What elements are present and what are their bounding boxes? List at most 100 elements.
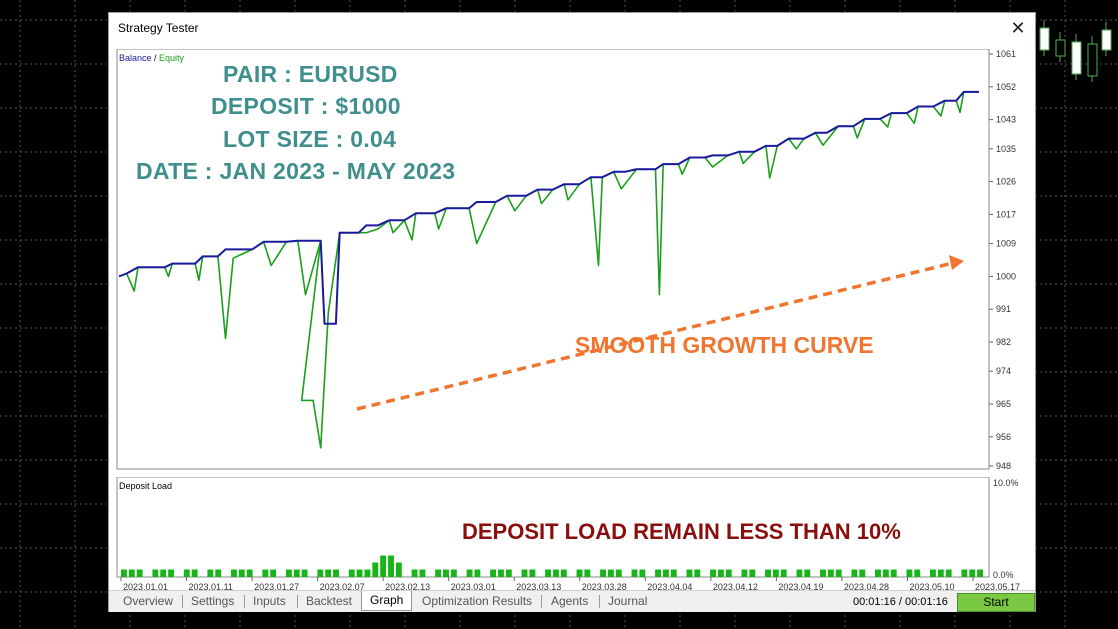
tab-backtest[interactable]: Backtest: [306, 594, 353, 608]
balance-equity-chart: 1061 1052 1043 1035 1026 1017 1009 1000 991 982 97…: [115, 48, 1029, 473]
y-tick-label: 1035: [996, 144, 1016, 154]
load-bar: [128, 569, 135, 577]
load-bar: [333, 569, 339, 577]
balance-equity-svg: 1061 1052 1043 1035 1026 1017 1009 1000 991 982 97…: [116, 48, 1016, 471]
load-bar: [136, 569, 143, 577]
load-bar: [655, 569, 661, 577]
load-bar: [710, 569, 716, 577]
load-bar: [686, 569, 693, 577]
candle-body: [1071, 41, 1082, 75]
tab-journal[interactable]: Journal: [608, 594, 648, 608]
load-bar: [325, 569, 332, 577]
load-bar: [615, 569, 622, 577]
candle-body: [1039, 27, 1050, 51]
growth-arrow-head: [949, 255, 964, 270]
load-bar: [207, 569, 214, 577]
load-bar: [875, 569, 881, 577]
plot-area: [116, 48, 990, 470]
y-tick-label: 991: [996, 304, 1011, 314]
y-tick-label: 1043: [996, 115, 1016, 125]
x-tick-label: 2023.03.28: [582, 582, 627, 592]
title-bar: Strategy Tester ✕: [109, 13, 1035, 43]
x-tick-label: 2023.01.27: [254, 582, 299, 592]
load-bar: [183, 569, 190, 577]
load-bar: [914, 569, 921, 577]
load-bar: [607, 569, 614, 577]
tab-overview[interactable]: Overview: [123, 594, 174, 608]
load-bar: [772, 569, 779, 577]
load-bar: [890, 569, 897, 577]
load-bar: [584, 569, 591, 577]
load-bar: [215, 569, 222, 577]
x-tick-label: 2023.02.13: [385, 582, 430, 592]
load-bar: [804, 569, 811, 577]
y-tick-label: 1026: [996, 177, 1016, 187]
x-tick-label: 2023.04.19: [778, 582, 823, 592]
load-bar: [435, 569, 442, 577]
tab-optimization-results[interactable]: Optimization Results: [422, 594, 533, 608]
load-bar: [717, 569, 724, 577]
deposit-annotation: DEPOSIT : $1000: [211, 93, 401, 119]
load-bar: [498, 569, 504, 577]
load-bar: [348, 569, 355, 577]
load-bar: [741, 569, 748, 577]
candle-body: [1087, 43, 1098, 77]
load-bar: [560, 569, 567, 577]
load-bar: [521, 569, 528, 577]
start-button[interactable]: Start: [957, 593, 1035, 612]
load-bar: [474, 569, 481, 577]
load-bar: [662, 569, 669, 577]
chart-legend: Balance / Equity: [119, 53, 184, 63]
load-bar: [388, 555, 394, 577]
elapsed-timer: 00:01:16 / 00:01:16: [853, 596, 948, 608]
pair-annotation: PAIR : EURUSD: [223, 61, 398, 87]
tab-separator: [182, 595, 183, 608]
deposit-load-svg: 10.0% 0.0% 2023.01.01 2023.01.11 2023.01.27 2…: [116, 476, 1020, 592]
load-bar: [765, 569, 771, 577]
load-bar: [364, 569, 371, 577]
y-tick-label: 1000: [996, 271, 1016, 281]
load-bar: [317, 569, 324, 577]
tab-separator: [599, 595, 600, 608]
x-tick-label: 2023.02.07: [320, 582, 365, 592]
load-bar: [827, 569, 834, 577]
load-bar: [945, 569, 952, 577]
growth-arrow-line: [356, 261, 954, 411]
tab-graph[interactable]: Graph: [361, 591, 413, 611]
tab-settings[interactable]: Settings: [191, 594, 235, 608]
deposit-load-chart: 10.0% 0.0% 2023.01.01 2023.01.11 2023.01.27 2…: [115, 476, 1029, 595]
load-bar: [450, 569, 457, 577]
x-tick-label: 2023.05.10: [909, 582, 954, 592]
load-bar: [600, 569, 607, 577]
load-bar: [796, 569, 803, 577]
close-icon[interactable]: ✕: [1010, 18, 1026, 38]
load-bar: [270, 569, 277, 577]
tab-agents[interactable]: Agents: [551, 594, 589, 608]
load-bar: [969, 569, 976, 577]
load-bar: [246, 569, 253, 577]
x-tick-label: 2023.04.12: [713, 582, 758, 592]
deposit-load-annotation: DEPOSIT LOAD REMAIN LESS THAN 10%: [462, 519, 901, 544]
window-title: Strategy Tester: [118, 21, 199, 35]
y-tick-label: 1061: [996, 49, 1016, 59]
load-bar: [851, 569, 858, 577]
load-bar: [285, 569, 292, 577]
load-bar: [749, 569, 756, 577]
load-bar: [859, 569, 866, 577]
y-tick-label: 1017: [996, 209, 1016, 219]
load-bar: [380, 555, 387, 577]
load-bar: [529, 569, 536, 577]
load-bar: [262, 569, 269, 577]
y-tick-label: 965: [996, 399, 1011, 409]
series-balance-line: [118, 90, 979, 325]
tab-inputs[interactable]: Inputs: [253, 594, 286, 608]
smooth-growth-annotation: SMOOTH GROWTH CURVE: [575, 332, 874, 358]
lot-size-annotation: LOT SIZE : 0.04: [223, 126, 397, 152]
x-tick-label: 2023.01.01: [123, 582, 168, 592]
load-bar: [977, 569, 984, 577]
load-y-top-label: 10.0%: [993, 478, 1019, 488]
load-bar: [780, 569, 787, 577]
load-bar: [443, 569, 449, 577]
load-bar: [505, 569, 512, 577]
load-bar: [545, 569, 552, 577]
